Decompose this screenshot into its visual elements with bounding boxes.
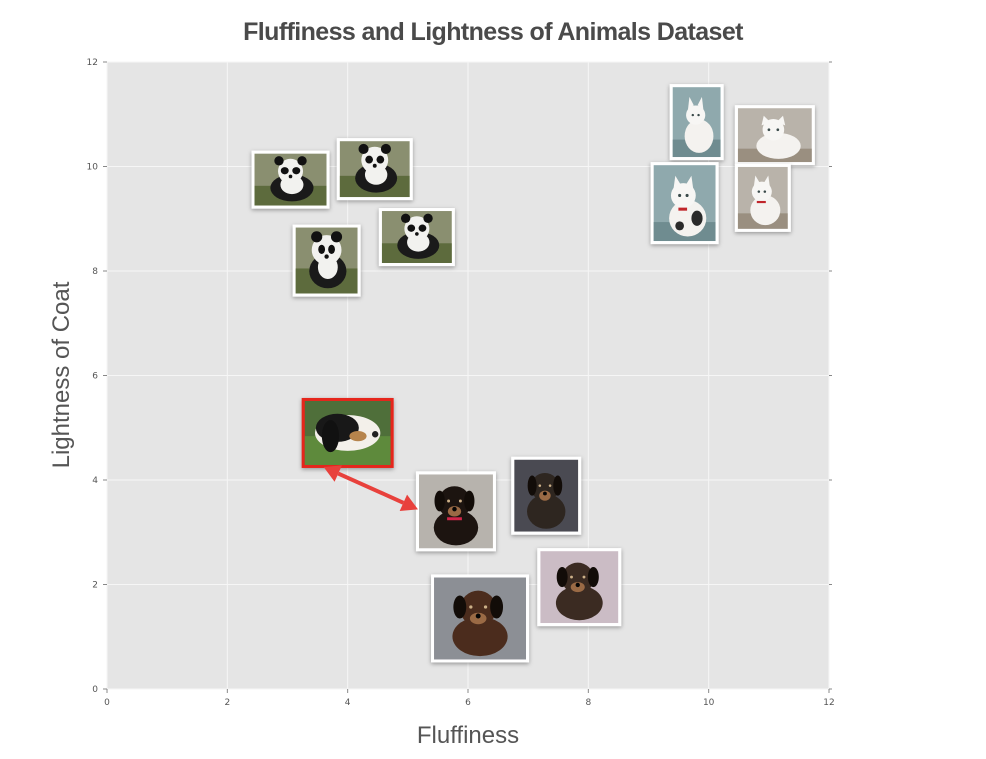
panda-image-point [336,138,413,201]
y-tick-label: 8 [92,267,98,277]
axes: 0 2 4 6 8 10 12 0 2 4 6 8 10 12 [87,58,835,708]
panda-image-point [378,208,455,267]
y-tick-label: 4 [92,476,98,486]
y-tick-label: 10 [87,163,99,173]
x-tick-label: 4 [345,698,351,708]
cat-image-point [669,84,724,161]
panda-thumbnail [295,227,358,294]
x-tick-label: 10 [703,698,715,708]
dog-thumbnail [434,577,527,660]
x-tick-label: 0 [104,698,110,708]
dog-thumbnail [540,551,619,624]
x-tick-label: 12 [823,698,834,708]
x-tick-label: 2 [224,698,230,708]
dog-image-point [415,471,496,552]
comparison-arrow-shaft [337,471,405,505]
panda-image-point [251,150,330,209]
dog-thumbnail [514,459,579,532]
annotation [323,465,418,512]
panda-thumbnail [381,211,452,264]
y-tick-label: 6 [92,372,98,382]
dog-thumbnail [304,400,391,465]
cat-thumbnail [737,108,812,163]
cat-image-point [650,162,719,245]
data-points [251,84,815,663]
comparison-arrow-head-start [323,465,342,482]
cat-image-point [734,163,791,232]
cat-image-point [734,105,815,166]
y-tick-label: 12 [87,58,98,68]
panda-image-point [292,224,361,297]
panda-thumbnail [339,141,410,198]
dog-image-point [301,397,394,468]
dog-image-point [431,574,530,663]
x-axis-label: Fluffiness [416,722,520,749]
dog-image-point [537,548,622,627]
y-tick-label: 0 [92,685,98,695]
cat-thumbnail [672,87,721,158]
panda-thumbnail [254,153,327,206]
y-tick-label: 2 [92,581,98,591]
x-tick-label: 6 [465,698,471,708]
chart-title: Fluffiness and Lightness of Animals Data… [243,18,743,46]
comparison-arrow-head-end [399,494,418,512]
cat-thumbnail [653,165,716,242]
x-tick-label: 8 [585,698,591,708]
y-axis-label: Lightness of Coat [48,281,75,469]
cat-thumbnail [737,166,788,229]
dog-thumbnail [418,474,493,549]
dog-image-point [511,456,582,535]
